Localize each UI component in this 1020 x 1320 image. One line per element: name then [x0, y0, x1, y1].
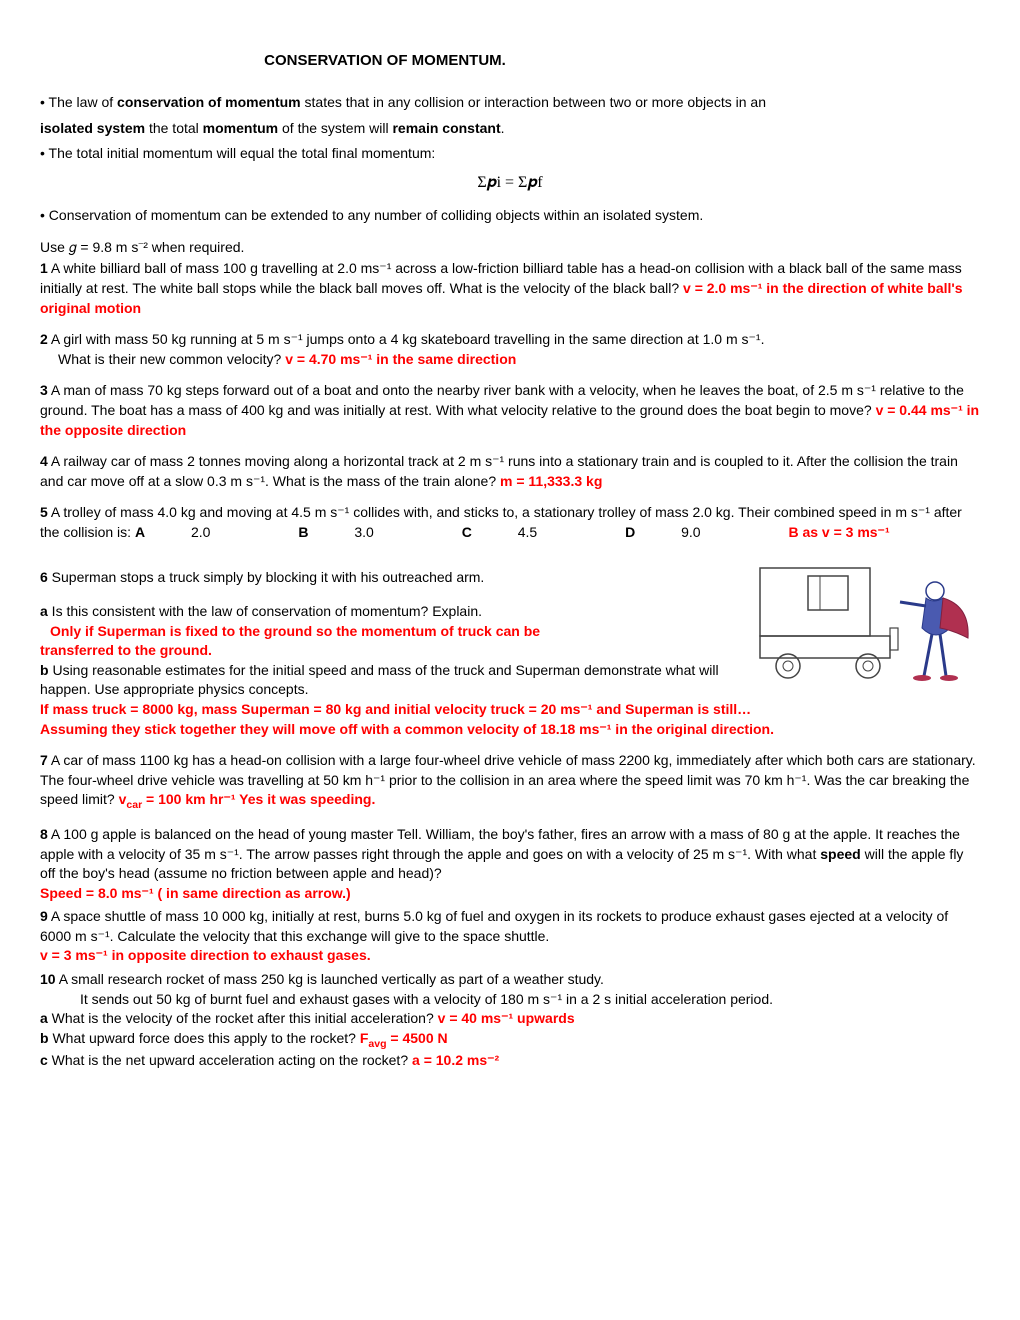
problem-3: 3 A man of mass 70 kg steps forward out …: [40, 381, 980, 440]
option-value: 3.0: [350, 524, 373, 540]
problem-text: Is this consistent with the law of conse…: [48, 603, 482, 619]
problem-number: 8: [40, 826, 48, 842]
problem-number: 6: [40, 569, 48, 585]
problem-2: 2 A girl with mass 50 kg running at 5 m …: [40, 330, 980, 369]
problem-number: 5: [40, 504, 48, 520]
text: states that in any collision or interact…: [301, 94, 766, 110]
option-value: 4.5: [514, 524, 537, 540]
problem-number: 2: [40, 331, 48, 347]
text: of the system will: [278, 120, 392, 136]
equation: Σ𝒑i = Σ𝒑f: [40, 172, 980, 194]
text: remain constant: [392, 120, 500, 136]
answer: v = 4.70 ms⁻¹ in the same direction: [285, 351, 516, 367]
option-value: 2.0: [187, 524, 210, 540]
answer: car: [126, 799, 142, 811]
problem-text: A girl with mass 50 kg running at 5 m s⁻…: [48, 331, 765, 347]
answer: = 4500 N: [387, 1030, 448, 1046]
answer: m = 11,333.3 kg: [500, 473, 602, 489]
text: the total: [145, 120, 203, 136]
intro-bullet-2: The total initial momentum will equal th…: [40, 144, 980, 164]
page-title: CONSERVATION OF MOMENTUM.: [190, 50, 580, 71]
problem-4: 4 A railway car of mass 2 tonnes moving …: [40, 452, 980, 491]
problem-text: What is the net upward acceleration acti…: [48, 1052, 412, 1068]
problem-text: A small research rocket of mass 250 kg i…: [56, 971, 604, 987]
intro-bullet-1: The law of conservation of momentum stat…: [40, 93, 980, 113]
problem-number: 4: [40, 453, 48, 469]
problem-text: It sends out 50 kg of burnt fuel and exh…: [40, 990, 980, 1010]
answer: Assuming they stick together they will m…: [40, 720, 980, 740]
problem-6: 6 Superman stops a truck simply by block…: [40, 568, 980, 739]
option-label: C: [462, 524, 472, 540]
intro-bullet-3: Conservation of momentum can be extended…: [40, 206, 980, 226]
problem-7: 7 A car of mass 1100 kg has a head-on co…: [40, 751, 980, 813]
answer: avg: [368, 1038, 386, 1050]
problem-5: 5 A trolley of mass 4.0 kg and moving at…: [40, 503, 980, 542]
option-label: A: [135, 524, 145, 540]
problem-9: 9 A space shuttle of mass 10 000 kg, ini…: [40, 907, 980, 966]
problem-10: 10 A small research rocket of mass 250 k…: [40, 970, 980, 1071]
part-label: b: [40, 1030, 49, 1046]
problem-number: 7: [40, 752, 48, 768]
part-label: a: [40, 603, 48, 619]
problem-number: 1: [40, 260, 48, 276]
problem-text: What is the velocity of the rocket after…: [48, 1010, 438, 1026]
option-label: B: [298, 524, 308, 540]
answer: a = 10.2 ms⁻²: [412, 1052, 499, 1068]
problem-number: 10: [40, 971, 56, 987]
problem-number: 3: [40, 382, 48, 398]
text: The law of: [49, 94, 117, 110]
answer: B as v = 3 ms⁻¹: [788, 524, 889, 540]
text: speed: [820, 846, 860, 862]
problem-text: Using reasonable estimates for the initi…: [40, 662, 719, 698]
answer: = 100 km hr⁻¹ Yes it was speeding.: [142, 791, 375, 807]
problem-number: 9: [40, 908, 48, 924]
option-value: 9.0: [677, 524, 700, 540]
answer: If mass truck = 8000 kg, mass Superman =…: [40, 700, 980, 720]
text: momentum: [203, 120, 278, 136]
answer: v = 3 ms⁻¹ in opposite direction to exha…: [40, 946, 980, 966]
problem-text: What upward force does this apply to the…: [49, 1030, 360, 1046]
problem-text: A railway car of mass 2 tonnes moving al…: [40, 453, 958, 489]
intro-line-2: isolated system the total momentum of th…: [40, 119, 980, 139]
answer: Speed = 8.0 ms⁻¹ ( in same direction as …: [40, 884, 980, 904]
problem-8: 8 A 100 g apple is balanced on the head …: [40, 825, 980, 903]
part-label: a: [40, 1010, 48, 1026]
gravity-note: Use 𝑔 = 9.8 m s⁻² when required.: [40, 238, 980, 258]
text: .: [501, 120, 505, 136]
text: isolated system: [40, 120, 145, 136]
problem-text: A man of mass 70 kg steps forward out of…: [40, 382, 964, 418]
problem-text: What is their new common velocity?: [58, 351, 285, 367]
text: conservation of momentum: [117, 94, 301, 110]
option-label: D: [625, 524, 635, 540]
problem-text: A space shuttle of mass 10 000 kg, initi…: [40, 908, 948, 944]
answer: v = 40 ms⁻¹ upwards: [438, 1010, 575, 1026]
superman-truck-illustration: [740, 558, 980, 698]
problem-1: 1 A white billiard ball of mass 100 g tr…: [40, 259, 980, 318]
part-label: c: [40, 1052, 48, 1068]
problem-text: Superman stops a truck simply by blockin…: [48, 569, 485, 585]
part-label: b: [40, 662, 49, 678]
